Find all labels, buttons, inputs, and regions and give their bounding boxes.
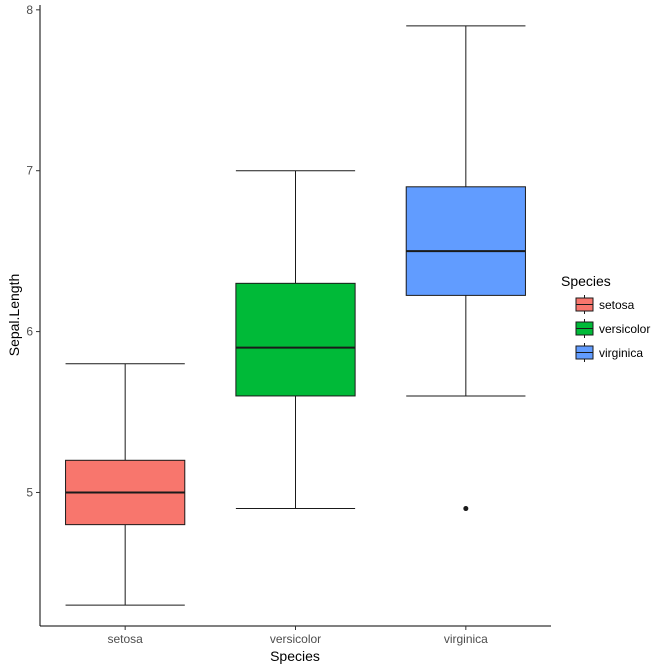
y-tick-label: 6 bbox=[26, 325, 33, 339]
legend-key-virginica bbox=[575, 343, 594, 362]
legend-title: Species bbox=[561, 273, 611, 289]
legend-label: versicolor bbox=[599, 322, 650, 336]
y-tick-label: 5 bbox=[26, 485, 33, 499]
y-tick-label: 8 bbox=[26, 3, 33, 17]
y-tick-label: 7 bbox=[26, 164, 33, 178]
legend-label: setosa bbox=[599, 298, 635, 312]
legend-label: virginica bbox=[599, 346, 643, 360]
box-setosa bbox=[65, 363, 186, 606]
box-virginica bbox=[405, 25, 526, 512]
x-axis-title: Species bbox=[270, 648, 320, 664]
y-axis-title: Sepal.Length bbox=[6, 274, 22, 357]
x-tick-label: versicolor bbox=[270, 632, 321, 646]
box-rect bbox=[235, 282, 356, 397]
box-versicolor bbox=[235, 170, 356, 510]
legend-key-versicolor bbox=[575, 319, 594, 338]
x-tick-label: setosa bbox=[107, 632, 143, 646]
plot-area bbox=[65, 25, 526, 606]
box-rect bbox=[405, 186, 526, 296]
x-ticks: setosa versicolor virginica bbox=[107, 626, 488, 646]
legend-key-setosa bbox=[575, 295, 594, 314]
outlier-point bbox=[463, 506, 469, 512]
legend: Species setosa versicolor virginica bbox=[561, 273, 650, 362]
x-tick-label: virginica bbox=[444, 632, 488, 646]
y-ticks: 5 6 7 8 bbox=[26, 3, 40, 499]
